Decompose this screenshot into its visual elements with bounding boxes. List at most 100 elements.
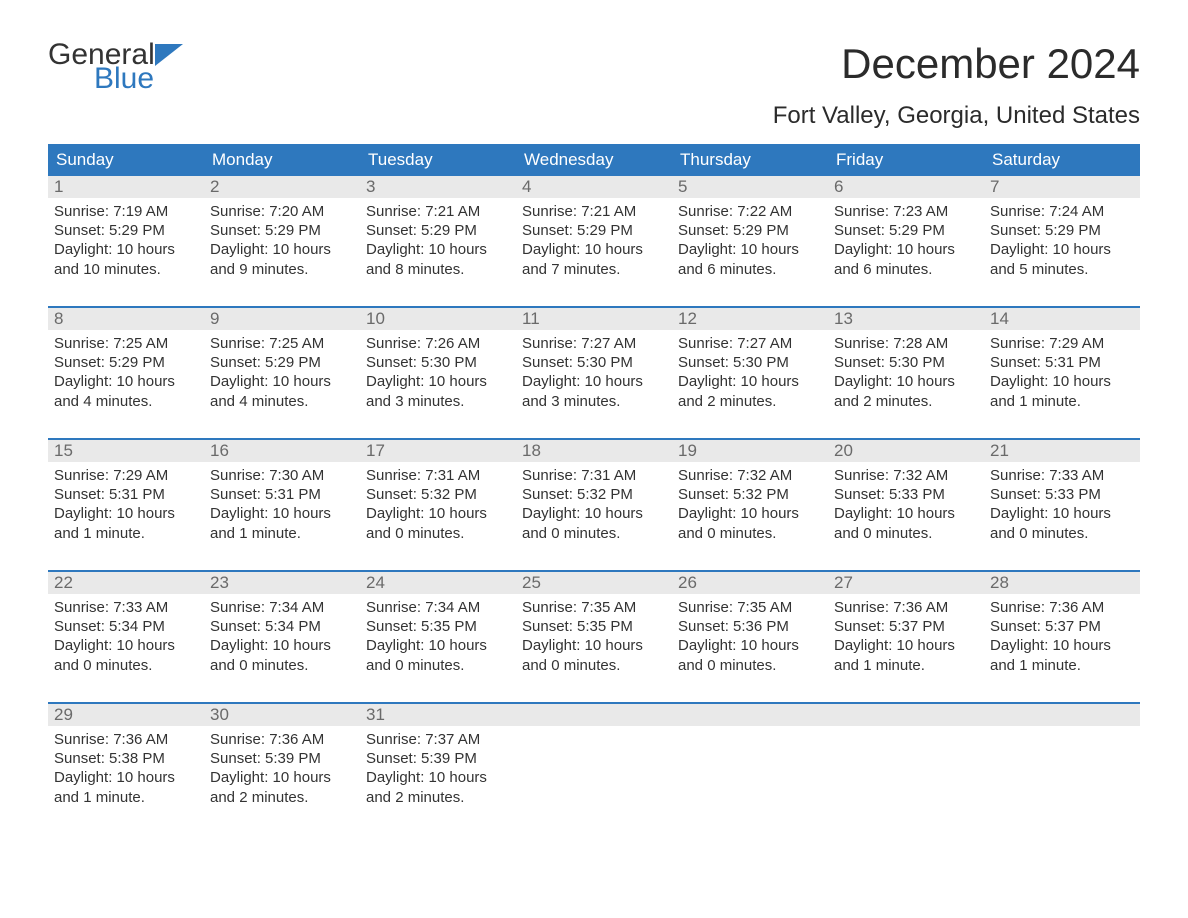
sunset-text: Sunset: 5:35 PM	[366, 617, 510, 636]
daylight-text-2: and 0 minutes.	[54, 656, 198, 675]
daylight-text-2: and 2 minutes.	[366, 788, 510, 807]
calendar-day: 23Sunrise: 7:34 AMSunset: 5:34 PMDayligh…	[204, 572, 360, 684]
weekday-header: Sunday	[48, 144, 204, 176]
calendar-day: 28Sunrise: 7:36 AMSunset: 5:37 PMDayligh…	[984, 572, 1140, 684]
sunset-text: Sunset: 5:29 PM	[54, 221, 198, 240]
day-body: Sunrise: 7:27 AMSunset: 5:30 PMDaylight:…	[516, 330, 672, 411]
calendar-day: 30Sunrise: 7:36 AMSunset: 5:39 PMDayligh…	[204, 704, 360, 816]
day-body: Sunrise: 7:23 AMSunset: 5:29 PMDaylight:…	[828, 198, 984, 279]
sunset-text: Sunset: 5:30 PM	[522, 353, 666, 372]
daylight-text-2: and 0 minutes.	[990, 524, 1134, 543]
day-number: 15	[48, 440, 204, 462]
day-body: Sunrise: 7:35 AMSunset: 5:35 PMDaylight:…	[516, 594, 672, 675]
daylight-text-2: and 6 minutes.	[834, 260, 978, 279]
sunrise-text: Sunrise: 7:36 AM	[54, 730, 198, 749]
sunset-text: Sunset: 5:29 PM	[834, 221, 978, 240]
day-body: Sunrise: 7:33 AMSunset: 5:34 PMDaylight:…	[48, 594, 204, 675]
sunset-text: Sunset: 5:29 PM	[990, 221, 1134, 240]
day-number: 10	[360, 308, 516, 330]
daylight-text-1: Daylight: 10 hours	[54, 372, 198, 391]
sunset-text: Sunset: 5:39 PM	[210, 749, 354, 768]
day-body: Sunrise: 7:36 AMSunset: 5:37 PMDaylight:…	[984, 594, 1140, 675]
weekday-header-row: Sunday Monday Tuesday Wednesday Thursday…	[48, 144, 1140, 176]
daylight-text-2: and 10 minutes.	[54, 260, 198, 279]
calendar-day: 18Sunrise: 7:31 AMSunset: 5:32 PMDayligh…	[516, 440, 672, 552]
calendar-day: 19Sunrise: 7:32 AMSunset: 5:32 PMDayligh…	[672, 440, 828, 552]
day-body: Sunrise: 7:25 AMSunset: 5:29 PMDaylight:…	[204, 330, 360, 411]
day-body: Sunrise: 7:31 AMSunset: 5:32 PMDaylight:…	[360, 462, 516, 543]
day-body: Sunrise: 7:22 AMSunset: 5:29 PMDaylight:…	[672, 198, 828, 279]
calendar-day: 13Sunrise: 7:28 AMSunset: 5:30 PMDayligh…	[828, 308, 984, 420]
calendar-day: 15Sunrise: 7:29 AMSunset: 5:31 PMDayligh…	[48, 440, 204, 552]
calendar-day: 24Sunrise: 7:34 AMSunset: 5:35 PMDayligh…	[360, 572, 516, 684]
day-body	[516, 726, 672, 730]
day-number: 19	[672, 440, 828, 462]
day-body: Sunrise: 7:36 AMSunset: 5:38 PMDaylight:…	[48, 726, 204, 807]
sunset-text: Sunset: 5:30 PM	[834, 353, 978, 372]
daylight-text-1: Daylight: 10 hours	[990, 636, 1134, 655]
daylight-text-2: and 4 minutes.	[210, 392, 354, 411]
daylight-text-1: Daylight: 10 hours	[678, 240, 822, 259]
sunrise-text: Sunrise: 7:35 AM	[678, 598, 822, 617]
calendar-day: 10Sunrise: 7:26 AMSunset: 5:30 PMDayligh…	[360, 308, 516, 420]
sunrise-text: Sunrise: 7:37 AM	[366, 730, 510, 749]
day-number: 18	[516, 440, 672, 462]
daylight-text-1: Daylight: 10 hours	[990, 372, 1134, 391]
day-number: 6	[828, 176, 984, 198]
day-body: Sunrise: 7:34 AMSunset: 5:34 PMDaylight:…	[204, 594, 360, 675]
day-number: 31	[360, 704, 516, 726]
daylight-text-1: Daylight: 10 hours	[210, 372, 354, 391]
daylight-text-2: and 2 minutes.	[678, 392, 822, 411]
sunrise-text: Sunrise: 7:27 AM	[522, 334, 666, 353]
flag-icon	[155, 44, 183, 66]
sunset-text: Sunset: 5:29 PM	[366, 221, 510, 240]
daylight-text-1: Daylight: 10 hours	[834, 636, 978, 655]
calendar-day: 26Sunrise: 7:35 AMSunset: 5:36 PMDayligh…	[672, 572, 828, 684]
sunset-text: Sunset: 5:32 PM	[366, 485, 510, 504]
sunrise-text: Sunrise: 7:23 AM	[834, 202, 978, 221]
weekday-header: Saturday	[984, 144, 1140, 176]
weekday-header: Monday	[204, 144, 360, 176]
day-body: Sunrise: 7:20 AMSunset: 5:29 PMDaylight:…	[204, 198, 360, 279]
sunrise-text: Sunrise: 7:26 AM	[366, 334, 510, 353]
daylight-text-2: and 6 minutes.	[678, 260, 822, 279]
calendar-day: 29Sunrise: 7:36 AMSunset: 5:38 PMDayligh…	[48, 704, 204, 816]
sunset-text: Sunset: 5:31 PM	[54, 485, 198, 504]
sunset-text: Sunset: 5:29 PM	[678, 221, 822, 240]
daylight-text-2: and 1 minute.	[54, 524, 198, 543]
daylight-text-1: Daylight: 10 hours	[366, 504, 510, 523]
day-number: 16	[204, 440, 360, 462]
daylight-text-1: Daylight: 10 hours	[990, 504, 1134, 523]
calendar-week: 8Sunrise: 7:25 AMSunset: 5:29 PMDaylight…	[48, 306, 1140, 420]
daylight-text-2: and 4 minutes.	[54, 392, 198, 411]
calendar-day: 7Sunrise: 7:24 AMSunset: 5:29 PMDaylight…	[984, 176, 1140, 288]
calendar-day: 8Sunrise: 7:25 AMSunset: 5:29 PMDaylight…	[48, 308, 204, 420]
day-number: 13	[828, 308, 984, 330]
day-number: 26	[672, 572, 828, 594]
sunset-text: Sunset: 5:39 PM	[366, 749, 510, 768]
calendar-day: 1Sunrise: 7:19 AMSunset: 5:29 PMDaylight…	[48, 176, 204, 288]
daylight-text-1: Daylight: 10 hours	[54, 504, 198, 523]
day-number: 25	[516, 572, 672, 594]
daylight-text-1: Daylight: 10 hours	[522, 240, 666, 259]
sunset-text: Sunset: 5:34 PM	[54, 617, 198, 636]
day-body: Sunrise: 7:32 AMSunset: 5:32 PMDaylight:…	[672, 462, 828, 543]
sunrise-text: Sunrise: 7:31 AM	[522, 466, 666, 485]
sunrise-text: Sunrise: 7:34 AM	[366, 598, 510, 617]
day-body: Sunrise: 7:29 AMSunset: 5:31 PMDaylight:…	[984, 330, 1140, 411]
title-block: December 2024 Fort Valley, Georgia, Unit…	[773, 40, 1140, 140]
daylight-text-1: Daylight: 10 hours	[210, 504, 354, 523]
day-body	[984, 726, 1140, 730]
daylight-text-1: Daylight: 10 hours	[834, 504, 978, 523]
sunset-text: Sunset: 5:32 PM	[678, 485, 822, 504]
location-subtitle: Fort Valley, Georgia, United States	[773, 102, 1140, 130]
sunset-text: Sunset: 5:33 PM	[834, 485, 978, 504]
weekday-header: Friday	[828, 144, 984, 176]
sunrise-text: Sunrise: 7:28 AM	[834, 334, 978, 353]
day-body: Sunrise: 7:19 AMSunset: 5:29 PMDaylight:…	[48, 198, 204, 279]
sunrise-text: Sunrise: 7:22 AM	[678, 202, 822, 221]
daylight-text-1: Daylight: 10 hours	[54, 636, 198, 655]
daylight-text-2: and 7 minutes.	[522, 260, 666, 279]
day-number: 14	[984, 308, 1140, 330]
daylight-text-2: and 0 minutes.	[210, 656, 354, 675]
